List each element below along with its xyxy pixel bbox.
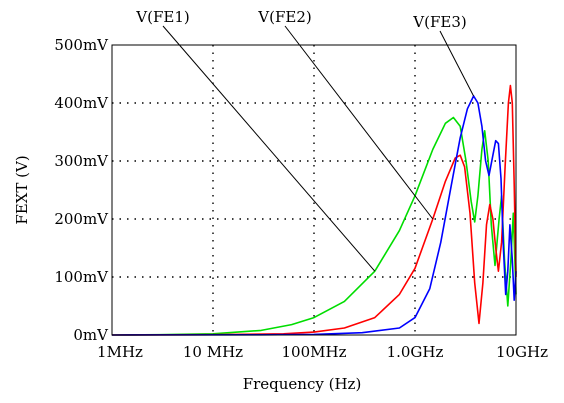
plot-frame	[111, 44, 517, 336]
series-label-2: V(FE2)	[257, 8, 311, 26]
y-tick-label: 200mV	[54, 210, 109, 228]
label-leader-lines	[162, 25, 475, 272]
leader-line-2	[284, 25, 434, 220]
y-tick-label: 300mV	[54, 152, 109, 170]
x-tick-labels: 1MHz 10 MHz 100MHz 1.0GHz 10GHz	[97, 343, 548, 361]
series-group	[111, 84, 517, 336]
x-axis-title: Frequency (Hz)	[243, 375, 362, 393]
y-axis-title: FEXT (V)	[13, 155, 31, 224]
y-tick-label: 500mV	[54, 36, 109, 54]
x-tick-label: 100MHz	[282, 343, 347, 361]
x-tick-label: 10GHz	[496, 343, 548, 361]
series-line-2	[111, 84, 517, 336]
plot-area	[112, 45, 516, 335]
series-label-3: V(FE3)	[412, 13, 466, 31]
x-tick-label: 1.0GHz	[387, 343, 444, 361]
y-tick-label: 400mV	[54, 94, 109, 112]
leader-line-3	[439, 30, 475, 97]
series-label-1: V(FE1)	[135, 8, 189, 26]
series-labels: V(FE1) V(FE2) V(FE3)	[135, 8, 466, 31]
y-tick-labels: 0mV 100mV 200mV 300mV 400mV 500mV	[54, 36, 109, 344]
x-tick-label: 10 MHz	[183, 343, 243, 361]
y-tick-label: 100mV	[54, 268, 109, 286]
x-tick-label: 1MHz	[97, 343, 143, 361]
y-tick-label: 0mV	[73, 326, 109, 344]
series-line-3	[111, 95, 517, 336]
leader-line-1	[162, 25, 376, 272]
